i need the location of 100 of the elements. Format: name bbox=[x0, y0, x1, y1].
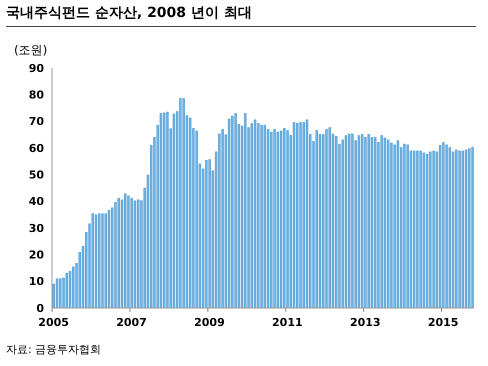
bar bbox=[92, 213, 94, 308]
x-tick-label: 2009 bbox=[194, 316, 225, 329]
bar bbox=[208, 159, 211, 308]
bar bbox=[306, 120, 308, 308]
bar bbox=[56, 278, 58, 308]
bar bbox=[302, 122, 305, 308]
bar bbox=[228, 118, 230, 308]
bar bbox=[429, 152, 432, 308]
x-tick-label: 2015 bbox=[428, 316, 458, 329]
bar bbox=[234, 113, 237, 308]
bar bbox=[384, 138, 386, 308]
bar bbox=[260, 124, 263, 308]
y-tick-label: 80 bbox=[28, 88, 44, 102]
bar bbox=[108, 210, 110, 308]
chart-title: 국내주식펀드 순자산, 2008 년이 최대 bbox=[6, 4, 476, 27]
bar bbox=[254, 120, 256, 308]
bar bbox=[325, 129, 328, 308]
bar bbox=[137, 200, 140, 308]
bar bbox=[335, 136, 338, 308]
bar bbox=[114, 202, 117, 308]
bar bbox=[98, 213, 100, 308]
bar bbox=[264, 124, 266, 308]
bar bbox=[162, 112, 166, 308]
bar bbox=[276, 132, 279, 308]
y-tick-label: 40 bbox=[28, 195, 44, 208]
bar bbox=[292, 122, 296, 308]
bar bbox=[386, 140, 390, 308]
bar bbox=[280, 130, 282, 308]
bar bbox=[231, 116, 234, 308]
bar bbox=[458, 150, 461, 308]
bar bbox=[299, 122, 302, 308]
bar bbox=[328, 127, 331, 308]
y-tick-label: 90 bbox=[28, 62, 44, 75]
bar bbox=[416, 150, 419, 308]
bar bbox=[172, 114, 176, 308]
bar bbox=[344, 135, 348, 308]
bar bbox=[101, 213, 104, 308]
bar bbox=[374, 137, 376, 308]
bar bbox=[59, 278, 62, 308]
bar bbox=[188, 118, 192, 308]
bar bbox=[438, 145, 442, 308]
bar bbox=[270, 132, 273, 308]
bar bbox=[351, 134, 354, 308]
bar bbox=[358, 135, 360, 308]
x-tick-label: 2007 bbox=[116, 316, 147, 329]
bar bbox=[448, 147, 452, 308]
bar bbox=[257, 123, 260, 308]
bar bbox=[390, 142, 393, 308]
bar bbox=[118, 198, 120, 308]
bar bbox=[273, 129, 276, 308]
bar bbox=[403, 144, 406, 308]
bar bbox=[195, 130, 198, 308]
bar bbox=[419, 150, 422, 308]
y-tick-label: 30 bbox=[28, 222, 44, 235]
x-tick-label: 2013 bbox=[350, 316, 381, 329]
bar bbox=[66, 272, 68, 308]
y-tick-label: 50 bbox=[28, 168, 44, 182]
bar bbox=[104, 213, 107, 308]
bar bbox=[412, 150, 416, 308]
x-tick-label: 2005 bbox=[38, 316, 69, 329]
bar bbox=[296, 123, 298, 308]
bar bbox=[286, 130, 289, 308]
y-axis-title: (조원) bbox=[14, 42, 48, 59]
bar bbox=[316, 130, 318, 308]
bar bbox=[283, 128, 286, 308]
bar bbox=[426, 154, 428, 308]
bar bbox=[72, 266, 74, 308]
bar bbox=[380, 135, 383, 308]
bar bbox=[166, 112, 169, 308]
bar bbox=[455, 150, 458, 308]
bar bbox=[364, 137, 367, 308]
x-tick-label: 2011 bbox=[272, 316, 303, 329]
bar bbox=[250, 123, 254, 308]
bar bbox=[160, 113, 162, 308]
bar bbox=[462, 150, 464, 308]
bar bbox=[367, 134, 370, 308]
bar bbox=[445, 144, 448, 308]
bar bbox=[94, 214, 98, 308]
bar bbox=[134, 200, 136, 308]
bar bbox=[442, 142, 445, 308]
bar bbox=[468, 148, 471, 308]
bar bbox=[124, 193, 126, 308]
bar bbox=[432, 150, 435, 308]
bar bbox=[422, 152, 426, 308]
bar bbox=[471, 147, 474, 308]
bar bbox=[370, 137, 374, 308]
bar bbox=[360, 134, 364, 308]
bar bbox=[221, 129, 224, 308]
y-tick-label: 0 bbox=[36, 302, 44, 315]
bar bbox=[318, 134, 322, 308]
bar bbox=[127, 196, 130, 308]
bar bbox=[348, 134, 350, 308]
bar bbox=[130, 198, 133, 308]
bar bbox=[179, 98, 182, 308]
bar bbox=[396, 140, 400, 308]
bar bbox=[205, 160, 208, 308]
bar bbox=[406, 144, 409, 308]
y-tick-label: 10 bbox=[28, 275, 44, 288]
y-tick-label: 20 bbox=[28, 248, 44, 262]
bar bbox=[464, 150, 468, 308]
